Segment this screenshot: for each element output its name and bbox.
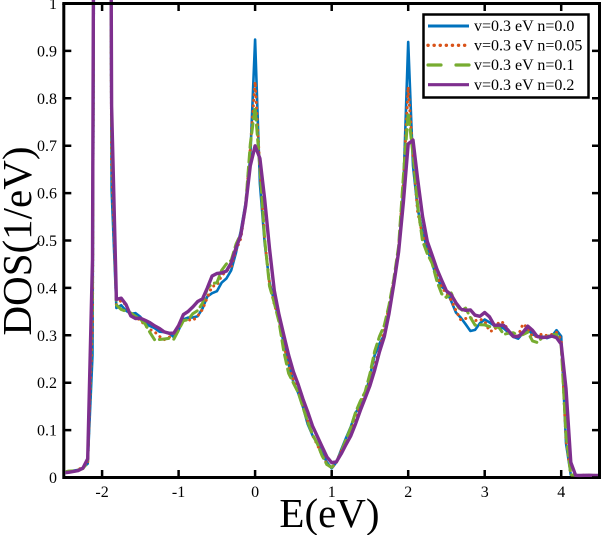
svg-text:0.5: 0.5 <box>37 233 57 250</box>
svg-text:0.9: 0.9 <box>37 43 57 60</box>
svg-text:1: 1 <box>49 0 57 13</box>
svg-text:0.3: 0.3 <box>37 328 57 345</box>
svg-text:E(eV): E(eV) <box>279 490 379 535</box>
svg-text:3: 3 <box>481 484 489 501</box>
svg-text:v=0.3 eV n=0.2: v=0.3 eV n=0.2 <box>474 77 574 94</box>
svg-text:1: 1 <box>328 484 336 501</box>
svg-text:0.7: 0.7 <box>37 138 57 155</box>
svg-text:4: 4 <box>557 484 565 501</box>
svg-text:0.1: 0.1 <box>37 423 57 440</box>
svg-text:2: 2 <box>404 484 412 501</box>
svg-text:0: 0 <box>49 470 57 487</box>
svg-text:-1: -1 <box>172 484 185 501</box>
svg-text:-2: -2 <box>95 484 108 501</box>
svg-text:0.2: 0.2 <box>37 375 57 392</box>
svg-text:0: 0 <box>251 484 259 501</box>
svg-text:DOS(1/eV): DOS(1/eV) <box>0 146 40 335</box>
svg-text:0.4: 0.4 <box>37 280 57 297</box>
svg-text:0.8: 0.8 <box>37 91 57 108</box>
svg-text:v=0.3 eV n=0.05: v=0.3 eV n=0.05 <box>474 38 582 55</box>
svg-text:0.6: 0.6 <box>37 186 57 203</box>
svg-text:v=0.3 eV n=0.1: v=0.3 eV n=0.1 <box>474 57 574 74</box>
svg-text:v=0.3 eV n=0.0: v=0.3 eV n=0.0 <box>474 18 574 35</box>
